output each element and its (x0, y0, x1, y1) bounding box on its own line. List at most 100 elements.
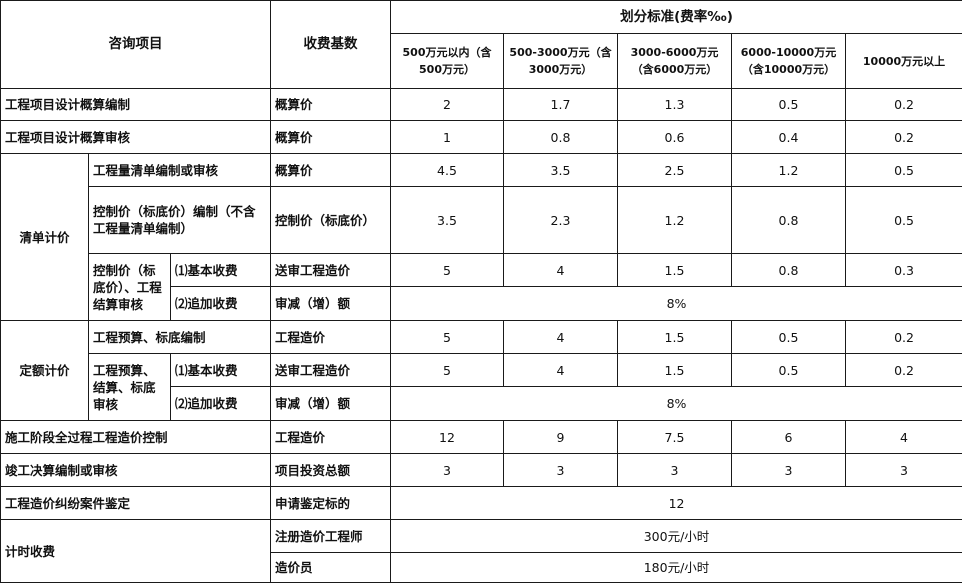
rate-cell: 9 (504, 421, 618, 454)
rate-cell: 300元/小时 (391, 520, 962, 553)
rate-cell: 180元/小时 (391, 553, 962, 583)
rate-cell: 1 (391, 121, 504, 154)
item-cell: 施工阶段全过程工程造价控制 (1, 421, 271, 454)
table-row: 工程预算、结算、标底审核 ⑴基本收费 送审工程造价 5 4 1.5 0.5 0.… (1, 354, 962, 387)
rate-cell: 12 (391, 487, 962, 520)
item-cell: 工程预算、结算、标底审核 (89, 354, 171, 421)
rate-cell: 3 (732, 454, 846, 487)
table-row: 清单计价 工程量清单编制或审核 概算价 4.5 3.5 2.5 1.2 0.5 (1, 154, 962, 187)
table-row: 定额计价 工程预算、标底编制 工程造价 5 4 1.5 0.5 0.2 (1, 321, 962, 354)
rate-cell: 2.5 (618, 154, 732, 187)
base-cell: 工程造价 (271, 321, 391, 354)
rate-cell: 1.3 (618, 89, 732, 121)
base-cell: 工程造价 (271, 421, 391, 454)
rate-cell: 5 (391, 254, 504, 287)
rate-cell: 2.3 (504, 187, 618, 254)
rate-cell: 0.2 (846, 121, 962, 154)
rate-cell: 3 (391, 454, 504, 487)
item-cell: 工程项目设计概算编制 (1, 89, 271, 121)
rate-cell: 0.4 (732, 121, 846, 154)
rate-cell: 0.5 (846, 154, 962, 187)
sub-item-cell: ⑴基本收费 (171, 354, 271, 387)
item-cell: 工程项目设计概算审核 (1, 121, 271, 154)
table-row: 计时收费 注册造价工程师 300元/小时 (1, 520, 962, 553)
rate-cell: 1.2 (618, 187, 732, 254)
base-cell: 造价员 (271, 553, 391, 583)
item-cell: 工程预算、标底编制 (89, 321, 271, 354)
rate-cell: 0.8 (732, 254, 846, 287)
table-row: 工程项目设计概算审核 概算价 1 0.8 0.6 0.4 0.2 (1, 121, 962, 154)
rate-cell: 1.7 (504, 89, 618, 121)
base-cell: 概算价 (271, 121, 391, 154)
group-cell: 定额计价 (1, 321, 89, 421)
rate-cell: 3 (846, 454, 962, 487)
rate-cell: 0.2 (846, 354, 962, 387)
item-cell: 控制价（标底价）编制（不含工程量清单编制） (89, 187, 271, 254)
table-row: 施工阶段全过程工程造价控制 工程造价 12 9 7.5 6 4 (1, 421, 962, 454)
rate-cell: 2 (391, 89, 504, 121)
rate-cell: 3 (504, 454, 618, 487)
header-standard: 划分标准(费率‰) (391, 1, 962, 34)
rate-cell: 5 (391, 354, 504, 387)
rate-cell: 4 (504, 354, 618, 387)
rate-cell: 1.5 (618, 321, 732, 354)
header-range: 6000-10000万元（含10000万元） (732, 34, 846, 89)
table-row: 控制价（标底价）、工程结算审核 ⑴基本收费 送审工程造价 5 4 1.5 0.8… (1, 254, 962, 287)
header-range: 500万元以内（含500万元） (391, 34, 504, 89)
base-cell: 概算价 (271, 89, 391, 121)
rate-cell: 3 (618, 454, 732, 487)
rate-cell: 5 (391, 321, 504, 354)
sub-item-cell: ⑵追加收费 (171, 387, 271, 421)
sub-item-cell: ⑴基本收费 (171, 254, 271, 287)
item-cell: 控制价（标底价）、工程结算审核 (89, 254, 171, 321)
base-cell: 送审工程造价 (271, 254, 391, 287)
rate-cell: 0.5 (732, 354, 846, 387)
rate-cell: 8% (391, 387, 962, 421)
rate-cell: 7.5 (618, 421, 732, 454)
header-range: 3000-6000万元（含6000万元） (618, 34, 732, 89)
rate-cell: 4.5 (391, 154, 504, 187)
rate-cell: 6 (732, 421, 846, 454)
rate-cell: 1.5 (618, 354, 732, 387)
item-cell: 计时收费 (1, 520, 271, 583)
rate-cell: 0.5 (732, 321, 846, 354)
rate-cell: 4 (846, 421, 962, 454)
rate-cell: 3.5 (391, 187, 504, 254)
header-range: 10000万元以上 (846, 34, 962, 89)
rate-cell: 1.5 (618, 254, 732, 287)
header-item: 咨询项目 (1, 1, 271, 89)
table-row: 工程项目设计概算编制 概算价 2 1.7 1.3 0.5 0.2 (1, 89, 962, 121)
base-cell: 审减（增）额 (271, 387, 391, 421)
rate-cell: 3.5 (504, 154, 618, 187)
rate-cell: 8% (391, 287, 962, 321)
base-cell: 概算价 (271, 154, 391, 187)
item-cell: 工程量清单编制或审核 (89, 154, 271, 187)
base-cell: 项目投资总额 (271, 454, 391, 487)
rate-cell: 0.6 (618, 121, 732, 154)
rate-cell: 0.5 (846, 187, 962, 254)
header-row: 咨询项目 收费基数 划分标准(费率‰) (1, 1, 962, 34)
table-row: 工程造价纠纷案件鉴定 申请鉴定标的 12 (1, 487, 962, 520)
rate-cell: 0.3 (846, 254, 962, 287)
table-row: 竣工决算编制或审核 项目投资总额 3 3 3 3 3 (1, 454, 962, 487)
rate-cell: 4 (504, 321, 618, 354)
base-cell: 送审工程造价 (271, 354, 391, 387)
rate-cell: 0.2 (846, 321, 962, 354)
base-cell: 申请鉴定标的 (271, 487, 391, 520)
base-cell: 审减（增）额 (271, 287, 391, 321)
table-row: 控制价（标底价）编制（不含工程量清单编制） 控制价（标底价） 3.5 2.3 1… (1, 187, 962, 254)
sub-item-cell: ⑵追加收费 (171, 287, 271, 321)
item-cell: 竣工决算编制或审核 (1, 454, 271, 487)
header-range: 500-3000万元（含3000万元） (504, 34, 618, 89)
header-base: 收费基数 (271, 1, 391, 89)
rate-cell: 4 (504, 254, 618, 287)
base-cell: 注册造价工程师 (271, 520, 391, 553)
rate-cell: 0.8 (504, 121, 618, 154)
group-cell: 清单计价 (1, 154, 89, 321)
rate-cell: 12 (391, 421, 504, 454)
rate-cell: 0.5 (732, 89, 846, 121)
rate-cell: 0.8 (732, 187, 846, 254)
item-cell: 工程造价纠纷案件鉴定 (1, 487, 271, 520)
rate-cell: 1.2 (732, 154, 846, 187)
